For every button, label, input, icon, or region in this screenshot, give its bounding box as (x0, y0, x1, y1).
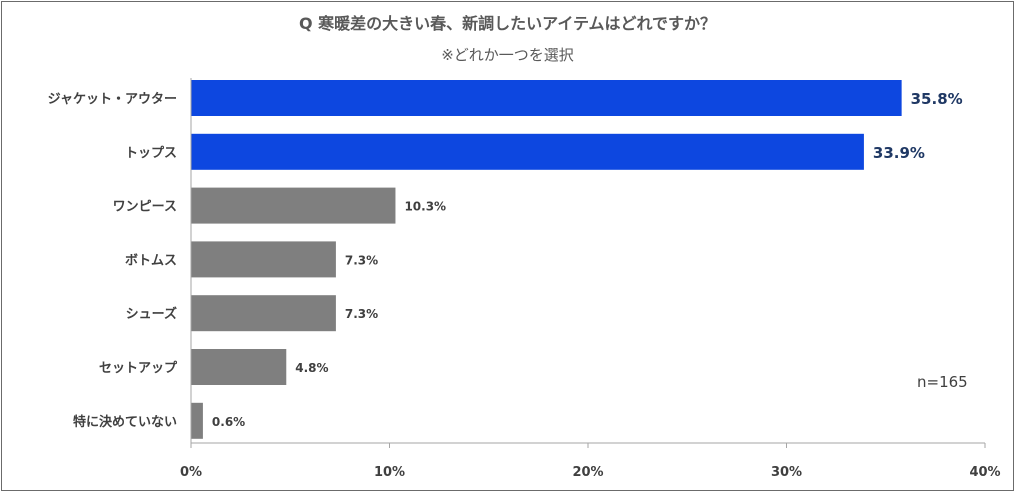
value-label: 4.8% (295, 361, 328, 375)
category-label: セットアップ (99, 361, 178, 376)
x-tick-label: 0% (180, 465, 202, 480)
x-tick-label: 40% (969, 465, 1000, 480)
sample-size-note: n=165 (917, 373, 968, 391)
value-label: 33.9% (873, 144, 925, 162)
chart-title: Q 寒暖差の大きい春、新調したいアイテムはどれですか？ (298, 14, 717, 33)
x-tick-label: 30% (771, 465, 802, 480)
category-label: シューズ (126, 306, 177, 322)
category-label: ワンピース (113, 200, 177, 215)
category-label: ジャケット・アウター (48, 92, 177, 107)
category-label: 特に決めていない (73, 414, 177, 430)
bar (191, 133, 864, 170)
category-label: トップス (125, 146, 177, 161)
value-label: 35.8% (911, 90, 963, 108)
bar (191, 402, 203, 439)
x-tick-label: 10% (374, 465, 405, 480)
value-label: 7.3% (345, 307, 378, 321)
bar (191, 295, 336, 332)
value-label: 0.6% (212, 415, 245, 429)
bar (191, 241, 336, 278)
bar (191, 349, 287, 385)
chart-subtitle: ※どれか一つを選択 (441, 46, 574, 64)
bar (191, 80, 902, 116)
value-label: 7.3% (345, 253, 378, 267)
x-tick-label: 20% (572, 465, 603, 480)
value-label: 10.3% (404, 200, 446, 214)
category-label: ボトムス (125, 252, 177, 268)
bar (191, 187, 396, 224)
